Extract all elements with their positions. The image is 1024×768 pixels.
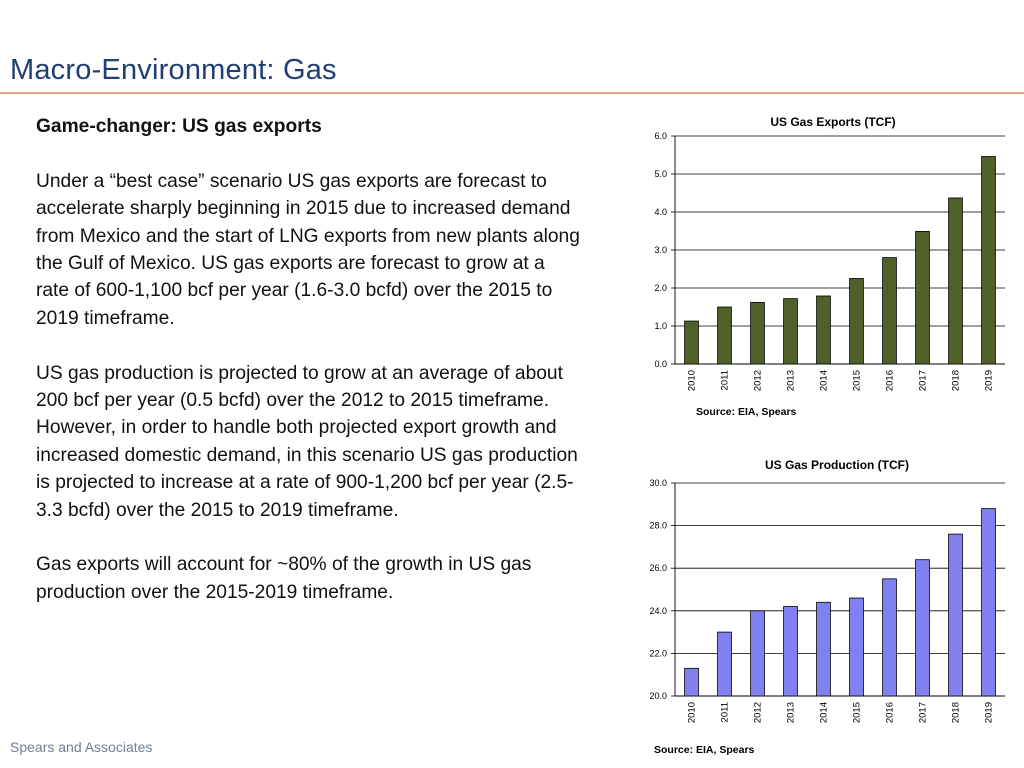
x-tick-label: 2011 <box>720 702 731 722</box>
paragraph-share: Gas exports will account for ~80% of the… <box>36 554 532 603</box>
y-tick-label: 22.0 <box>649 648 667 658</box>
bar-2012 <box>750 302 765 365</box>
y-tick-label: 1.0 <box>654 321 667 331</box>
x-tick-label: 2014 <box>819 702 830 723</box>
bar-2015 <box>849 278 864 365</box>
bar-2014 <box>816 295 831 365</box>
x-tick-label: 2015 <box>852 702 863 723</box>
bar-2017 <box>915 230 930 365</box>
paragraph-exports: Under a “best case” scenario US gas expo… <box>36 170 580 329</box>
bar-2018 <box>948 533 963 697</box>
chart-title: US Gas Production (TCF) <box>765 458 909 472</box>
y-tick-label: 3.0 <box>654 245 667 255</box>
gas-exports-chart: US Gas Exports (TCF) 0.0 1.0 2.0 3.0 4.0 5.0 6.… <box>654 115 1005 418</box>
body-text: Game-changer: US gas exports Under a “be… <box>36 113 581 634</box>
bar-2015 <box>849 597 864 697</box>
x-tick-label: 2015 <box>852 370 863 391</box>
x-tick-label: 2011 <box>720 370 731 390</box>
bar-2012 <box>750 610 765 697</box>
x-tick-label: 2018 <box>951 370 962 391</box>
y-tick-label: 28.0 <box>649 521 667 531</box>
x-tick-label: 2017 <box>918 702 929 723</box>
bar-2016 <box>882 578 897 697</box>
bar-2013 <box>783 298 798 365</box>
bar-2013 <box>783 606 798 697</box>
bar-2019 <box>981 156 996 365</box>
y-tick-label: 24.0 <box>649 606 667 616</box>
x-tick-label: 2012 <box>753 370 764 391</box>
y-tick-label: 26.0 <box>649 563 667 573</box>
chart-source: Source: EIA, Spears <box>696 406 797 418</box>
y-tick-label: 2.0 <box>654 283 667 293</box>
bar-2011 <box>717 306 732 365</box>
bar-2011 <box>717 631 732 697</box>
x-tick-label: 2013 <box>786 702 797 723</box>
x-tick-label: 2010 <box>687 702 698 723</box>
footer-text: Spears and Associates <box>10 739 153 755</box>
bar-2019 <box>981 508 996 697</box>
y-tick-label: 5.0 <box>654 169 667 179</box>
x-tick-label: 2013 <box>786 370 797 391</box>
chart-source: Source: EIA, Spears <box>654 744 755 756</box>
y-tick-label: 20.0 <box>649 691 667 701</box>
x-tick-label: 2019 <box>984 702 995 723</box>
gas-production-chart: US Gas Production (TCF) 20.0 22.0 24.0 26.0 2… <box>649 458 1005 756</box>
y-tick-label: 30.0 <box>649 478 667 488</box>
chart-title: US Gas Exports (TCF) <box>770 115 895 129</box>
title-divider <box>0 92 1024 94</box>
bar-2010 <box>684 320 699 365</box>
y-tick-label: 4.0 <box>654 207 667 217</box>
bar-2018 <box>948 197 963 365</box>
bar-2016 <box>882 257 897 365</box>
slide-title: Macro-Environment: Gas <box>10 54 337 86</box>
x-tick-label: 2014 <box>819 370 830 391</box>
y-tick-label: 6.0 <box>654 131 667 141</box>
bar-2014 <box>816 601 831 697</box>
bar-2010 <box>684 667 699 697</box>
paragraph-production: US gas production is projected to grow a… <box>36 362 578 521</box>
x-tick-label: 2019 <box>984 370 995 391</box>
x-tick-label: 2017 <box>918 370 929 391</box>
section-heading: Game-changer: US gas exports <box>36 116 322 137</box>
x-tick-label: 2012 <box>753 702 764 723</box>
x-tick-label: 2016 <box>885 370 896 391</box>
x-tick-label: 2016 <box>885 702 896 723</box>
x-tick-label: 2010 <box>687 370 698 391</box>
y-tick-label: 0.0 <box>654 359 667 369</box>
bar-2017 <box>915 559 930 697</box>
x-tick-label: 2018 <box>951 702 962 723</box>
